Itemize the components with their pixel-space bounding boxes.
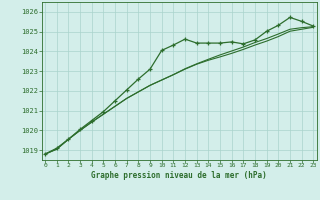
X-axis label: Graphe pression niveau de la mer (hPa): Graphe pression niveau de la mer (hPa) (91, 171, 267, 180)
